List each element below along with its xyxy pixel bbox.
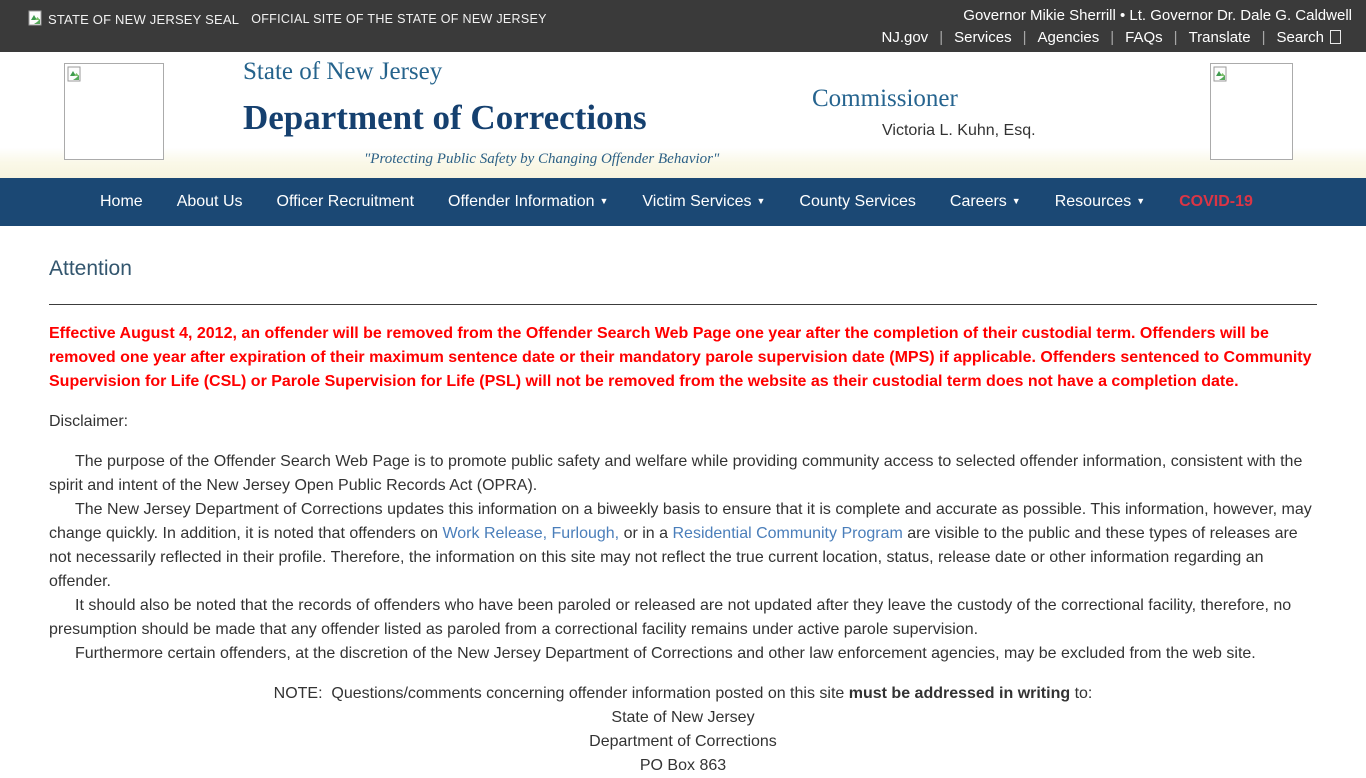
- quick-links: NJ.gov | Services | Agencies | FAQs | Tr…: [871, 29, 1353, 46]
- top-utility-bar: STATE OF NEW JERSEY SEAL OFFICIAL SITE O…: [0, 0, 1366, 52]
- left-logo-placeholder: [64, 63, 164, 160]
- note-line: NOTE: Questions/comments concerning offe…: [273, 685, 1093, 702]
- residential-community-program-link[interactable]: Residential Community Program: [672, 525, 903, 542]
- nav-item-offender-information[interactable]: Offender Information ▼: [448, 193, 609, 210]
- separator: |: [1110, 29, 1115, 46]
- disclaimer-paragraph-2: The New Jersey Department of Corrections…: [49, 501, 1312, 590]
- separator: |: [1173, 29, 1178, 46]
- topbar-left: STATE OF NEW JERSEY SEAL OFFICIAL SITE O…: [28, 0, 547, 52]
- chevron-down-icon: ▼: [756, 196, 766, 206]
- note-bold: must be addressed in writing: [848, 685, 1071, 702]
- nav-item-victim-services[interactable]: Victim Services ▼: [642, 193, 766, 210]
- link-search[interactable]: Search: [1265, 29, 1352, 46]
- broken-image-icon: [1213, 66, 1227, 82]
- main-content: Attention Effective August 4, 2012, an o…: [49, 257, 1317, 778]
- nav-item-officer-recruitment[interactable]: Officer Recruitment: [276, 193, 415, 210]
- nav-item-resources[interactable]: Resources ▼: [1054, 193, 1146, 210]
- separator: |: [939, 29, 944, 46]
- governor-line: Governor Mikie Sherrill • Lt. Governor D…: [963, 7, 1352, 24]
- removal-policy-alert: Effective August 4, 2012, an offender wi…: [49, 325, 1312, 390]
- state-name: State of New Jersey: [243, 58, 443, 85]
- nav-item-covid-19[interactable]: COVID-19: [1179, 193, 1253, 210]
- department-name: Department of Corrections: [243, 98, 647, 137]
- commissioner-title: Commissioner: [812, 85, 958, 112]
- address-line-1: State of New Jersey: [611, 709, 755, 726]
- divider: [49, 304, 1317, 305]
- main-nav: Home About Us Officer Recruitment Offend…: [0, 178, 1366, 226]
- separator: |: [1261, 29, 1266, 46]
- link-agencies[interactable]: Agencies: [1037, 29, 1100, 46]
- address-line-2: Department of Corrections: [589, 733, 777, 750]
- work-release-furlough-link[interactable]: Work Release, Furlough,: [442, 525, 620, 542]
- link-njgov[interactable]: NJ.gov: [881, 29, 929, 46]
- chevron-down-icon: ▼: [599, 196, 609, 206]
- commissioner-name: Victoria L. Kuhn, Esq.: [882, 122, 1036, 139]
- right-logo-placeholder: [1210, 63, 1293, 160]
- nav-item-home[interactable]: Home: [100, 193, 143, 210]
- nav-item-county-services[interactable]: County Services: [799, 193, 916, 210]
- nav-item-careers[interactable]: Careers ▼: [949, 193, 1021, 210]
- disclaimer-paragraph-1: The purpose of the Offender Search Web P…: [49, 453, 1303, 494]
- seal-alt-text: STATE OF NEW JERSEY SEAL: [48, 11, 240, 27]
- site-header: State of New Jersey Department of Correc…: [0, 52, 1366, 178]
- chevron-down-icon: ▼: [1011, 196, 1021, 206]
- disclaimer-paragraph-4: Furthermore certain offenders, at the di…: [75, 645, 1256, 662]
- separator: |: [1022, 29, 1027, 46]
- link-translate[interactable]: Translate: [1188, 29, 1251, 46]
- broken-image-icon: [28, 10, 44, 29]
- page-title: Attention: [49, 257, 132, 280]
- chevron-down-icon: ▼: [1136, 196, 1146, 206]
- nav-item-about-us[interactable]: About Us: [176, 193, 243, 210]
- address-line-3: PO Box 863: [639, 757, 727, 774]
- link-faqs[interactable]: FAQs: [1125, 29, 1163, 46]
- search-icon: [1330, 30, 1341, 44]
- topbar-right: Governor Mikie Sherrill • Lt. Governor D…: [871, 0, 1353, 52]
- tagline: "Protecting Public Safety by Changing Of…: [364, 151, 720, 167]
- broken-image-icon: [67, 66, 81, 82]
- link-services[interactable]: Services: [954, 29, 1012, 46]
- disclaimer-label: Disclaimer:: [49, 413, 129, 430]
- official-site-text: OFFICIAL SITE OF THE STATE OF NEW JERSEY: [251, 12, 547, 26]
- disclaimer-paragraph-3: It should also be noted that the records…: [49, 597, 1292, 638]
